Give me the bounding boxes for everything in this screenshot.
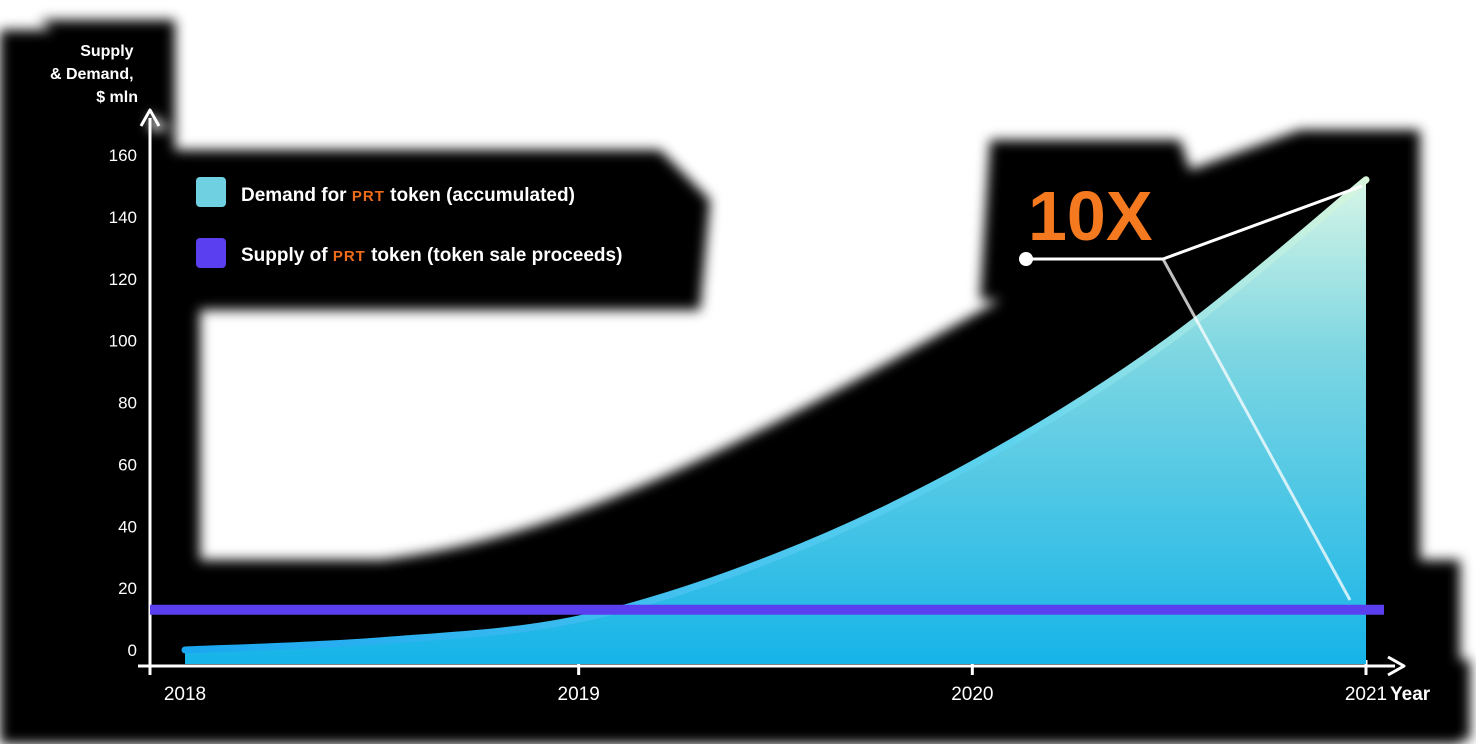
x-tick-label: 2019 (558, 684, 600, 705)
y-axis-arrow (139, 108, 161, 127)
y-tick-label: 60 (118, 455, 137, 474)
legend-label-demand: Demand for PRT token (accumulated) (241, 185, 575, 206)
demand-area (185, 179, 1366, 664)
x-tick-label: 2018 (164, 684, 206, 705)
y-tick-label: 40 (118, 517, 137, 536)
y-tick-label: 80 (118, 394, 137, 413)
y-tick-label: 120 (109, 270, 137, 289)
legend-swatch-demand (196, 177, 226, 207)
chart-marks (150, 176, 1384, 664)
y-tick-label: 140 (109, 208, 137, 227)
legend-text-part: token (accumulated) (385, 185, 575, 206)
y-tick-label: 20 (118, 579, 137, 598)
annotation-dot (1019, 252, 1033, 266)
y-tick-label: 160 (109, 146, 137, 165)
legend: Demand for PRT token (accumulated) Suppl… (196, 177, 622, 268)
legend-prt-highlight: PRT (333, 248, 366, 265)
annotation-leader-diagonal (1161, 258, 1352, 601)
legend-swatch-supply (196, 238, 226, 268)
y-axis-title-line: Supply (80, 43, 133, 60)
legend-label-supply: Supply of PRT token (token sale proceeds… (241, 245, 622, 266)
legend-text-part: Supply of (241, 245, 333, 266)
y-tick-label: 0 (128, 641, 137, 660)
annotation-10x: 10X (1019, 177, 1363, 601)
y-axis-title: Supply & Demand, $ mln (50, 43, 138, 106)
y-tick-label: 100 (109, 332, 137, 351)
x-axis-arrow (1387, 655, 1406, 677)
legend-text-part: Demand for (241, 185, 352, 206)
axes (138, 108, 1406, 677)
x-tick-label: 2020 (951, 684, 993, 705)
y-tick-labels: 0 20 40 60 80 100 120 140 160 (109, 146, 137, 660)
legend-text-part: token (token sale proceeds) (366, 245, 623, 266)
annotation-label: 10X (1028, 177, 1153, 255)
legend-prt-highlight: PRT (352, 188, 385, 205)
demand-line (181, 176, 1370, 654)
y-axis-title-line: $ mln (96, 89, 138, 106)
y-axis-title-line: & Demand, (50, 66, 134, 83)
x-axis-title: Year (1390, 684, 1431, 705)
x-tick-label: 2021 (1345, 684, 1387, 705)
